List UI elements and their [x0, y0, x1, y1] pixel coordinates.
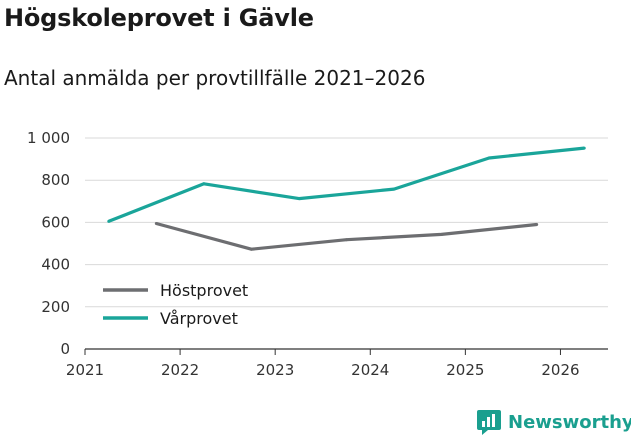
data-point [107, 219, 111, 223]
data-point [440, 232, 444, 236]
bar-chart-icon [477, 410, 501, 435]
x-tick-label: 2025 [446, 361, 484, 379]
data-point [392, 187, 396, 191]
legend-label: Vårprovet [160, 309, 238, 328]
y-axis-ticks: 0 200 400 600 800 1 000 [27, 129, 70, 358]
data-point [487, 156, 491, 160]
newsworthy-logo: Newsworthy [476, 408, 631, 436]
x-tick-label: 2022 [161, 361, 199, 379]
y-tick-label: 1 000 [27, 129, 70, 147]
x-tick-label: 2024 [351, 361, 389, 379]
series-line-höstprovet [155, 221, 537, 251]
y-tick-label: 800 [41, 171, 70, 189]
y-tick-label: 600 [41, 213, 70, 231]
y-tick-label: 0 [60, 340, 70, 358]
series-line-vårprovet [108, 146, 585, 223]
y-tick-label: 200 [41, 298, 70, 316]
legend: Höstprovet Vårprovet [103, 281, 248, 328]
data-point [202, 182, 206, 186]
data-point [582, 146, 586, 150]
data-point [535, 223, 539, 227]
x-tick-label: 2026 [541, 361, 579, 379]
legend-label: Höstprovet [160, 281, 248, 300]
x-tick-label: 2021 [66, 361, 104, 379]
x-axis: 2021 2022 2023 2024 2025 2026 [66, 348, 608, 379]
brand-name: Newsworthy [508, 411, 631, 433]
data-point [249, 247, 253, 251]
chart-title: Högskoleprovet i Gävle [4, 4, 314, 32]
x-tick-label: 2023 [256, 361, 294, 379]
y-tick-label: 400 [41, 256, 70, 274]
series-lines [107, 146, 586, 251]
data-point [297, 197, 301, 201]
chart-subtitle: Antal anmälda per provtillfälle 2021–202… [4, 66, 426, 90]
grid-lines [85, 137, 608, 308]
data-point [154, 221, 158, 225]
data-point [345, 238, 348, 242]
